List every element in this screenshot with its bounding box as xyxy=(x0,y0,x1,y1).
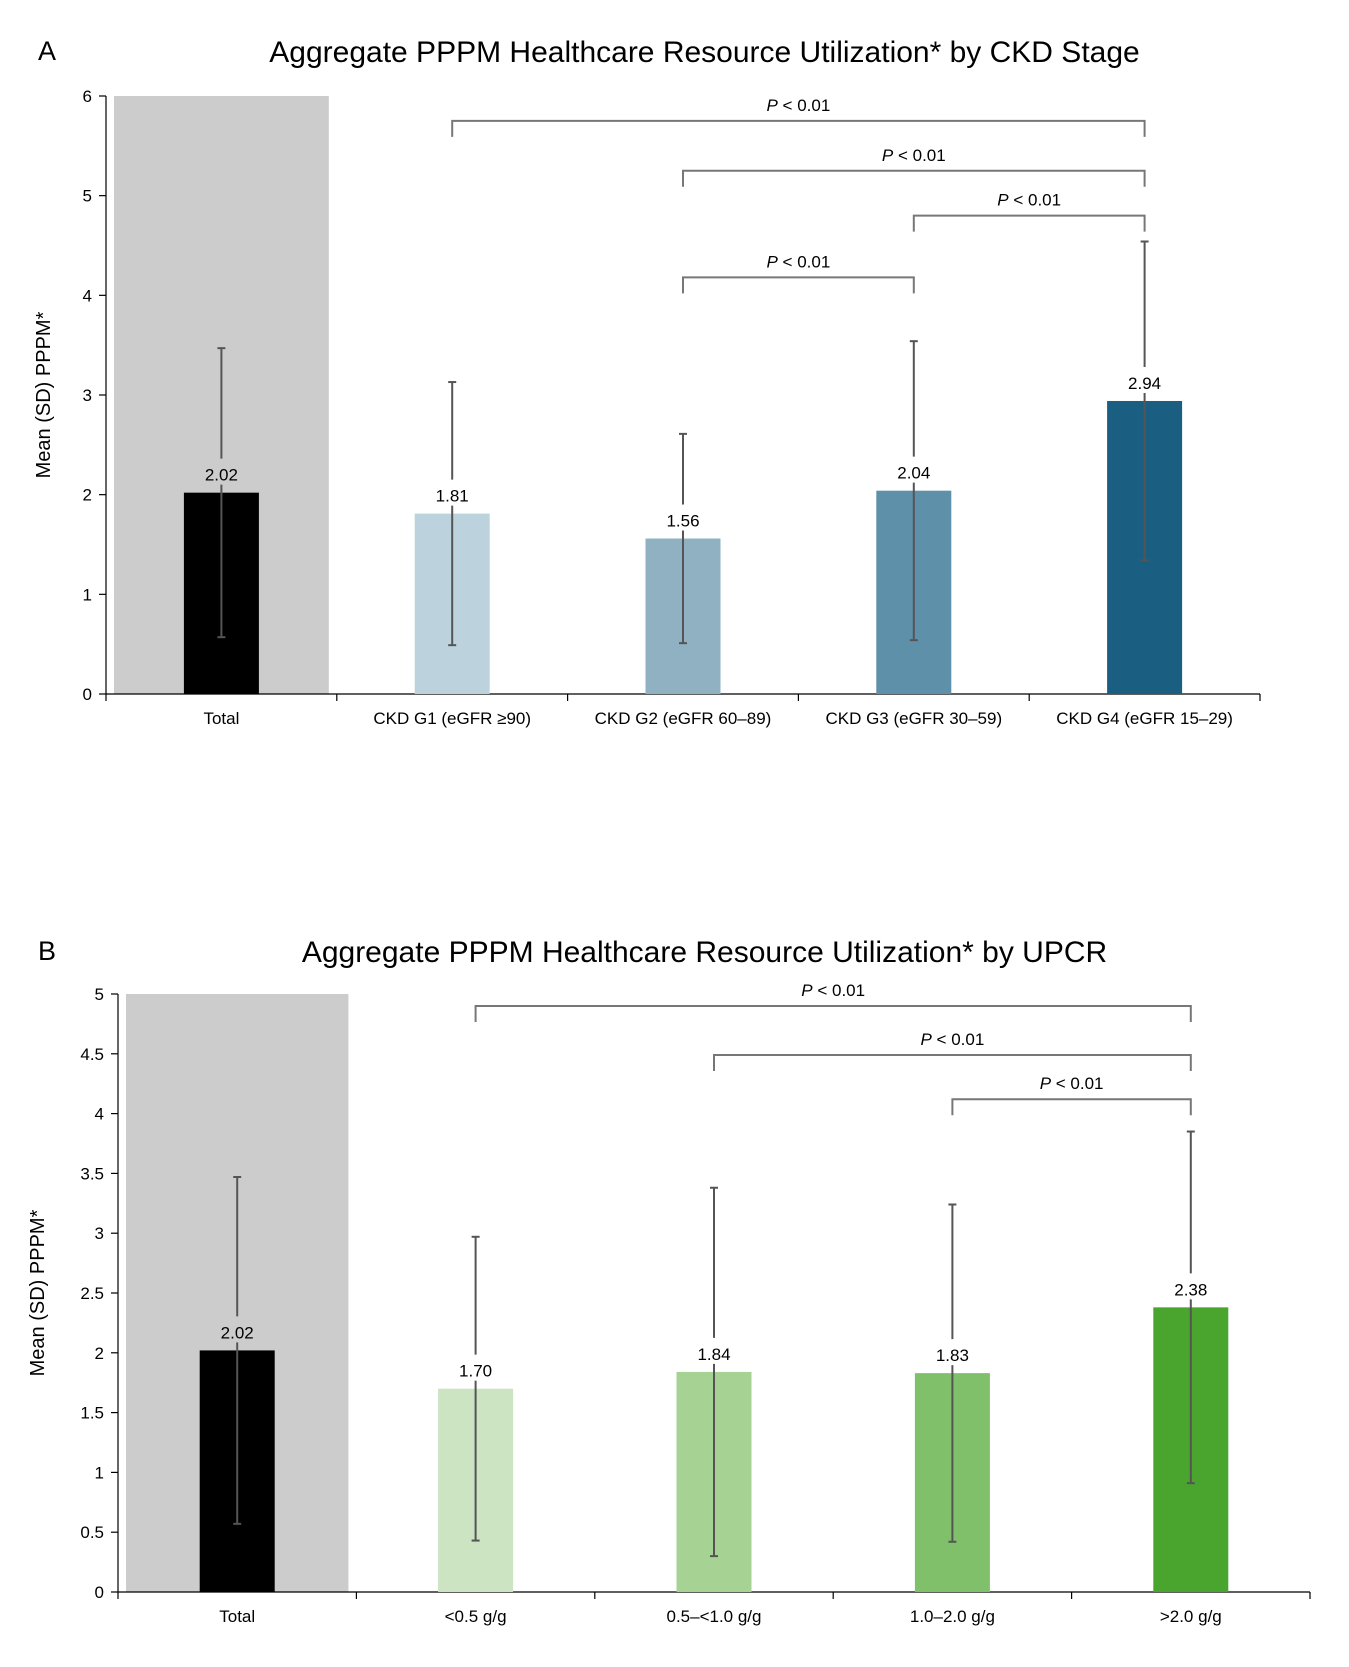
data-label: 1.81 xyxy=(436,487,469,506)
data-label: 2.02 xyxy=(205,466,238,485)
data-label: 2.02 xyxy=(221,1323,254,1342)
significance-label: P < 0.01 xyxy=(920,1030,984,1049)
y-tick-label: 2 xyxy=(83,486,92,505)
y-tick-label: 0.5 xyxy=(80,1523,104,1542)
y-tick-label: 2 xyxy=(95,1344,104,1363)
x-tick-label: Total xyxy=(203,709,239,728)
y-tick-label: 4.5 xyxy=(80,1045,104,1064)
y-tick-label: 1 xyxy=(95,1463,104,1482)
y-tick-label: 1.5 xyxy=(80,1404,104,1423)
y-tick-label: 5 xyxy=(83,187,92,206)
x-tick-label: <0.5 g/g xyxy=(445,1607,507,1626)
significance-bracket xyxy=(682,169,1146,187)
y-tick-label: 6 xyxy=(83,87,92,106)
y-axis-title: Mean (SD) PPPM* xyxy=(33,311,55,478)
x-tick-label: CKD G3 (eGFR 30–59) xyxy=(825,709,1002,728)
significance-bracket xyxy=(912,214,1146,232)
panel-b-title: Aggregate PPPM Healthcare Resource Utili… xyxy=(301,936,1108,969)
panel-a-letter: A xyxy=(38,36,57,66)
x-tick-label: 0.5–<1.0 g/g xyxy=(666,1607,761,1626)
significance-bracket xyxy=(951,1098,1192,1116)
y-tick-label: 1 xyxy=(83,585,92,604)
significance-bracket xyxy=(713,1053,1192,1071)
panel-a-title: Aggregate PPPM Healthcare Resource Utili… xyxy=(269,36,1140,69)
significance-label: P < 0.01 xyxy=(997,191,1061,210)
y-tick-label: 5 xyxy=(95,985,104,1004)
y-tick-label: 3 xyxy=(95,1224,104,1243)
y-axis-title: Mean (SD) PPPM* xyxy=(27,1209,49,1376)
significance-label: P < 0.01 xyxy=(1040,1074,1104,1093)
panel-b-letter: B xyxy=(38,936,57,966)
panel-b-plot: 0 0.5 1 1.5 2 2.5 3 3.5 4 4.5 5 Mean (SD) PPPM* 2.02… xyxy=(27,981,1311,1626)
data-label: 1.70 xyxy=(459,1362,492,1381)
y-tick-label: 0 xyxy=(83,685,92,704)
data-label: 2.38 xyxy=(1174,1280,1207,1299)
significance-bracket xyxy=(474,1004,1192,1022)
x-tick-label: CKD G4 (eGFR 15–29) xyxy=(1056,709,1233,728)
y-tick-label: 4 xyxy=(83,286,92,305)
x-tick-label: CKD G2 (eGFR 60–89) xyxy=(595,709,772,728)
panel-b-chart: B Aggregate PPPM Healthcare Resource Uti… xyxy=(0,900,1349,1667)
significance-label: P < 0.01 xyxy=(766,96,830,115)
y-tick-label: 0 xyxy=(95,1583,104,1602)
data-label: 1.83 xyxy=(936,1346,969,1365)
x-tick-label: CKD G1 (eGFR ≥90) xyxy=(373,709,531,728)
y-tick-label: 4 xyxy=(95,1105,104,1124)
data-label: 1.56 xyxy=(666,512,699,531)
significance-label: P < 0.01 xyxy=(801,981,865,1000)
data-label: 2.94 xyxy=(1128,374,1161,393)
panel-a-plot: 0 1 2 3 4 5 6 Mean (SD) PPPM* 2.02 Total 1.81 CKD G… xyxy=(33,87,1261,728)
significance-bracket xyxy=(451,119,1146,137)
significance-label: P < 0.01 xyxy=(882,146,946,165)
y-tick-label: 2.5 xyxy=(80,1284,104,1303)
x-tick-label: 1.0–2.0 g/g xyxy=(910,1607,995,1626)
data-label: 1.84 xyxy=(697,1345,730,1364)
y-tick-label: 3.5 xyxy=(80,1164,104,1183)
x-tick-label: Total xyxy=(219,1607,255,1626)
significance-bracket xyxy=(682,276,915,294)
data-label: 2.04 xyxy=(897,464,930,483)
significance-label: P < 0.01 xyxy=(766,252,830,271)
panel-a-chart: A Aggregate PPPM Healthcare Resource Uti… xyxy=(0,0,1349,800)
x-tick-label: >2.0 g/g xyxy=(1160,1607,1222,1626)
y-tick-label: 3 xyxy=(83,386,92,405)
